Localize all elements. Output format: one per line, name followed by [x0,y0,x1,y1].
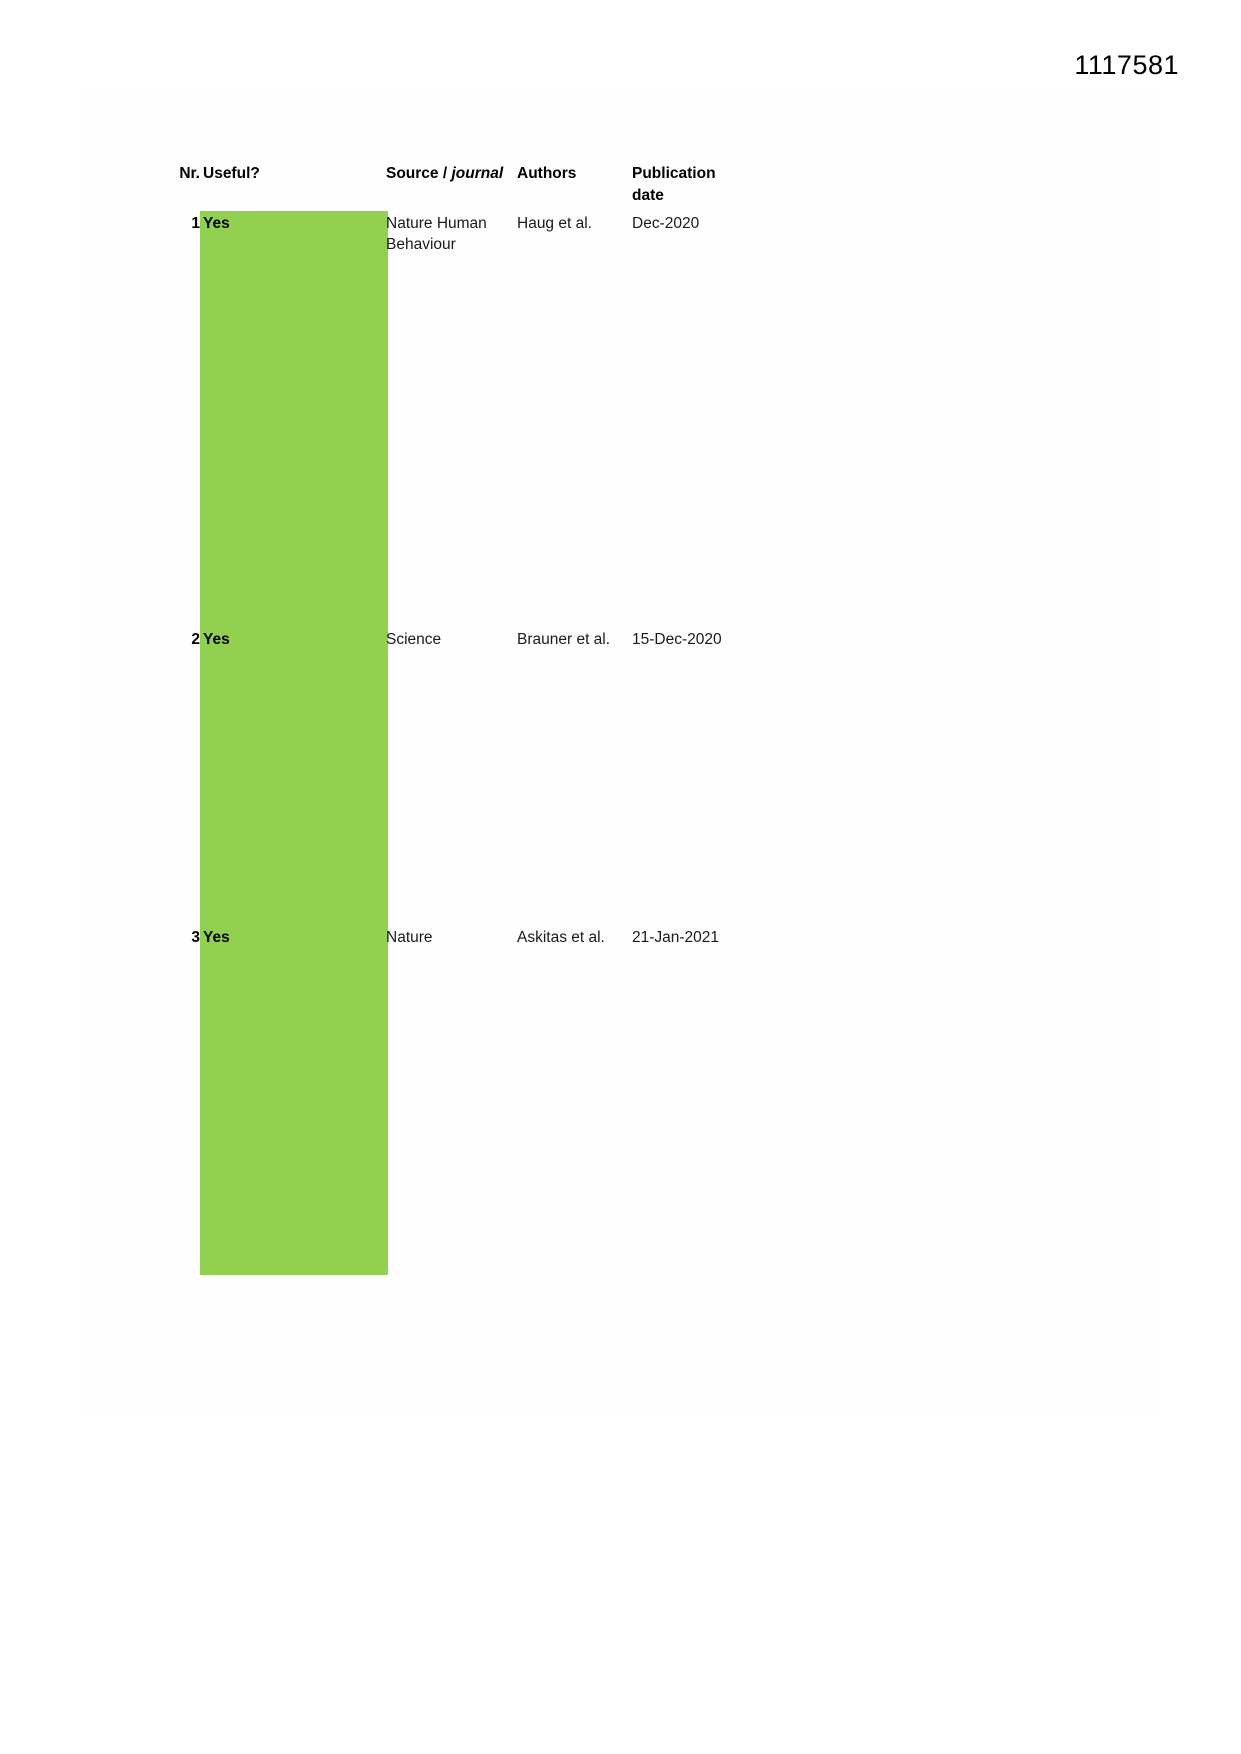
header-nr: Nr. [179,165,200,182]
header-authors: Authors [517,165,577,182]
row-useful: Yes [203,631,230,648]
row-nr: 2 [191,631,200,648]
header-date-line1: Publication [632,165,716,182]
literature-table: Nr. Useful? Source / journal Authors Pub… [158,163,778,946]
row-source: Nature Human Behaviour [386,213,517,255]
page-number: 1117581 [1074,50,1179,80]
row-nr: 3 [191,929,200,946]
header-source-prefix: Source / [386,165,452,182]
header-source-italic: journal [451,165,504,182]
row-publication-date: 15-Dec-2020 [632,631,722,648]
header-useful: Useful? [203,165,260,182]
header-publication-date: Publication date [632,163,752,207]
row-source-line1: Science [386,631,442,648]
row-useful: Yes [203,929,230,946]
table-row: 2 Yes Science Brauner et al. 15-Dec-2020 [158,629,778,650]
row-authors: Haug et al. [517,215,592,232]
row-publication-date: Dec-2020 [632,215,700,232]
useful-column-highlight [200,211,388,1275]
row-source-line1: Nature Human [386,215,487,232]
table-row: 3 Yes Nature Askitas et al. 21-Jan-2021 [158,927,778,948]
row-source-line1: Nature [386,929,433,946]
row-authors: Askitas et al. [517,929,605,946]
row-source: Science [386,629,517,650]
row-authors: Brauner et al. [517,631,611,648]
table-header-row: Nr. Useful? Source / journal Authors Pub… [158,163,778,207]
table-row: 1 Yes Nature Human Behaviour Haug et al.… [158,213,778,255]
row-nr: 1 [191,215,200,232]
row-publication-date: 21-Jan-2021 [632,929,720,946]
row-source: Nature [386,927,517,948]
header-date-line2: date [632,187,664,204]
row-source-line2: Behaviour [386,236,456,253]
row-useful: Yes [203,215,230,232]
header-source: Source / journal [386,163,517,185]
